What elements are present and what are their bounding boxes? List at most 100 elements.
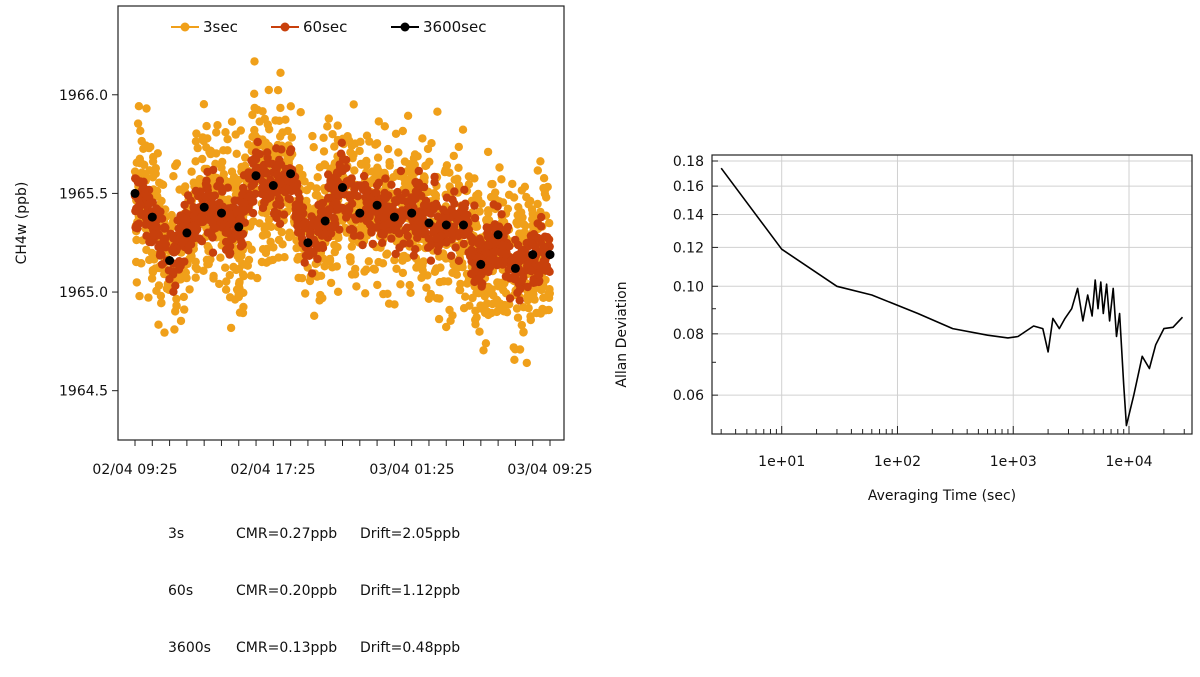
point-60sec	[433, 246, 442, 256]
point-3600sec	[303, 238, 313, 248]
point-3sec	[157, 196, 166, 206]
point-60sec	[506, 256, 516, 265]
point-60sec	[470, 201, 479, 210]
point-3sec	[222, 277, 231, 286]
point-3sec	[545, 218, 554, 228]
point-3sec	[209, 271, 218, 281]
point-3sec	[422, 283, 431, 292]
point-60sec	[135, 177, 145, 186]
point-3600sec	[338, 183, 347, 192]
point-3sec	[132, 278, 141, 287]
point-60sec	[195, 187, 205, 196]
point-60sec	[523, 282, 532, 292]
point-60sec	[225, 209, 234, 218]
point-60sec	[531, 243, 540, 252]
point-60sec	[320, 229, 330, 238]
point-3sec	[250, 89, 259, 99]
point-60sec	[157, 214, 167, 223]
point-3sec	[474, 189, 483, 199]
point-60sec	[135, 200, 145, 210]
point-60sec	[244, 174, 254, 183]
point-3sec	[430, 267, 440, 276]
point-60sec	[263, 148, 272, 157]
point-3sec	[297, 274, 307, 283]
point-3sec	[435, 294, 444, 303]
stats-drift: Drift=2.05ppb	[360, 526, 461, 542]
point-3sec	[319, 147, 329, 156]
point-60sec	[327, 221, 337, 231]
point-60sec	[169, 267, 178, 276]
point-3sec	[392, 264, 401, 273]
point-3sec	[284, 157, 293, 166]
stats-row: 60s CMR=0.20ppb Drift=1.12ppb	[168, 582, 460, 601]
point-60sec	[505, 242, 514, 251]
y-axis-label: Allan Deviation	[614, 281, 630, 387]
point-3sec	[134, 102, 144, 111]
point-3sec	[153, 149, 162, 158]
y-tick-label: 1966.0	[59, 88, 108, 104]
point-60sec	[470, 259, 479, 268]
point-60sec	[258, 183, 267, 192]
point-60sec	[411, 187, 421, 196]
point-60sec	[272, 213, 281, 223]
point-3sec	[223, 135, 232, 144]
point-3600sec	[130, 188, 140, 198]
point-3sec	[278, 128, 287, 137]
point-3sec	[394, 148, 403, 157]
point-3sec	[482, 299, 492, 308]
point-3sec	[216, 253, 225, 262]
point-60sec	[359, 171, 369, 181]
point-3sec	[187, 167, 196, 176]
point-60sec	[497, 210, 506, 219]
point-3sec	[511, 345, 520, 354]
point-3sec	[446, 316, 455, 325]
point-3sec	[544, 305, 553, 315]
point-60sec	[401, 226, 410, 235]
point-3sec	[328, 130, 337, 139]
point-60sec	[450, 199, 459, 208]
point-60sec	[459, 239, 468, 249]
point-3sec	[264, 85, 273, 95]
point-60sec	[488, 255, 498, 264]
point-3sec	[391, 129, 401, 138]
stats-label: 60s	[168, 583, 194, 599]
point-3sec	[140, 160, 149, 169]
point-3sec	[157, 299, 166, 308]
point-60sec	[387, 180, 396, 189]
point-3600sec	[286, 169, 296, 179]
point-60sec	[247, 181, 256, 191]
point-3sec	[488, 179, 497, 189]
point-3sec	[276, 103, 285, 113]
point-3sec	[213, 121, 222, 130]
point-3sec	[277, 228, 286, 237]
point-60sec	[474, 274, 484, 284]
point-3sec	[413, 152, 422, 161]
point-3sec	[310, 311, 319, 320]
point-3sec	[483, 147, 493, 157]
point-3sec	[191, 157, 200, 166]
point-60sec	[201, 179, 211, 188]
point-60sec	[447, 251, 456, 260]
point-60sec	[294, 213, 303, 222]
point-3sec	[539, 174, 549, 183]
point-60sec	[432, 233, 441, 243]
point-60sec	[372, 188, 381, 197]
point-3sec	[349, 150, 358, 160]
series-3600sec	[130, 169, 555, 273]
point-3sec	[373, 280, 382, 290]
point-3sec	[294, 252, 303, 262]
point-3sec	[227, 117, 237, 126]
point-3sec	[526, 315, 535, 325]
point-3sec	[146, 142, 155, 152]
point-3sec	[226, 323, 236, 333]
stats-cmr: CMR=0.13ppb	[236, 640, 338, 656]
point-3sec	[463, 279, 472, 288]
point-60sec	[145, 199, 154, 208]
y-tick-label: 0.14	[673, 208, 704, 224]
point-3sec	[508, 179, 517, 189]
point-60sec	[159, 235, 168, 244]
point-3sec	[362, 161, 371, 170]
point-60sec	[492, 223, 501, 232]
point-3sec	[203, 260, 212, 269]
point-3sec	[457, 247, 467, 256]
